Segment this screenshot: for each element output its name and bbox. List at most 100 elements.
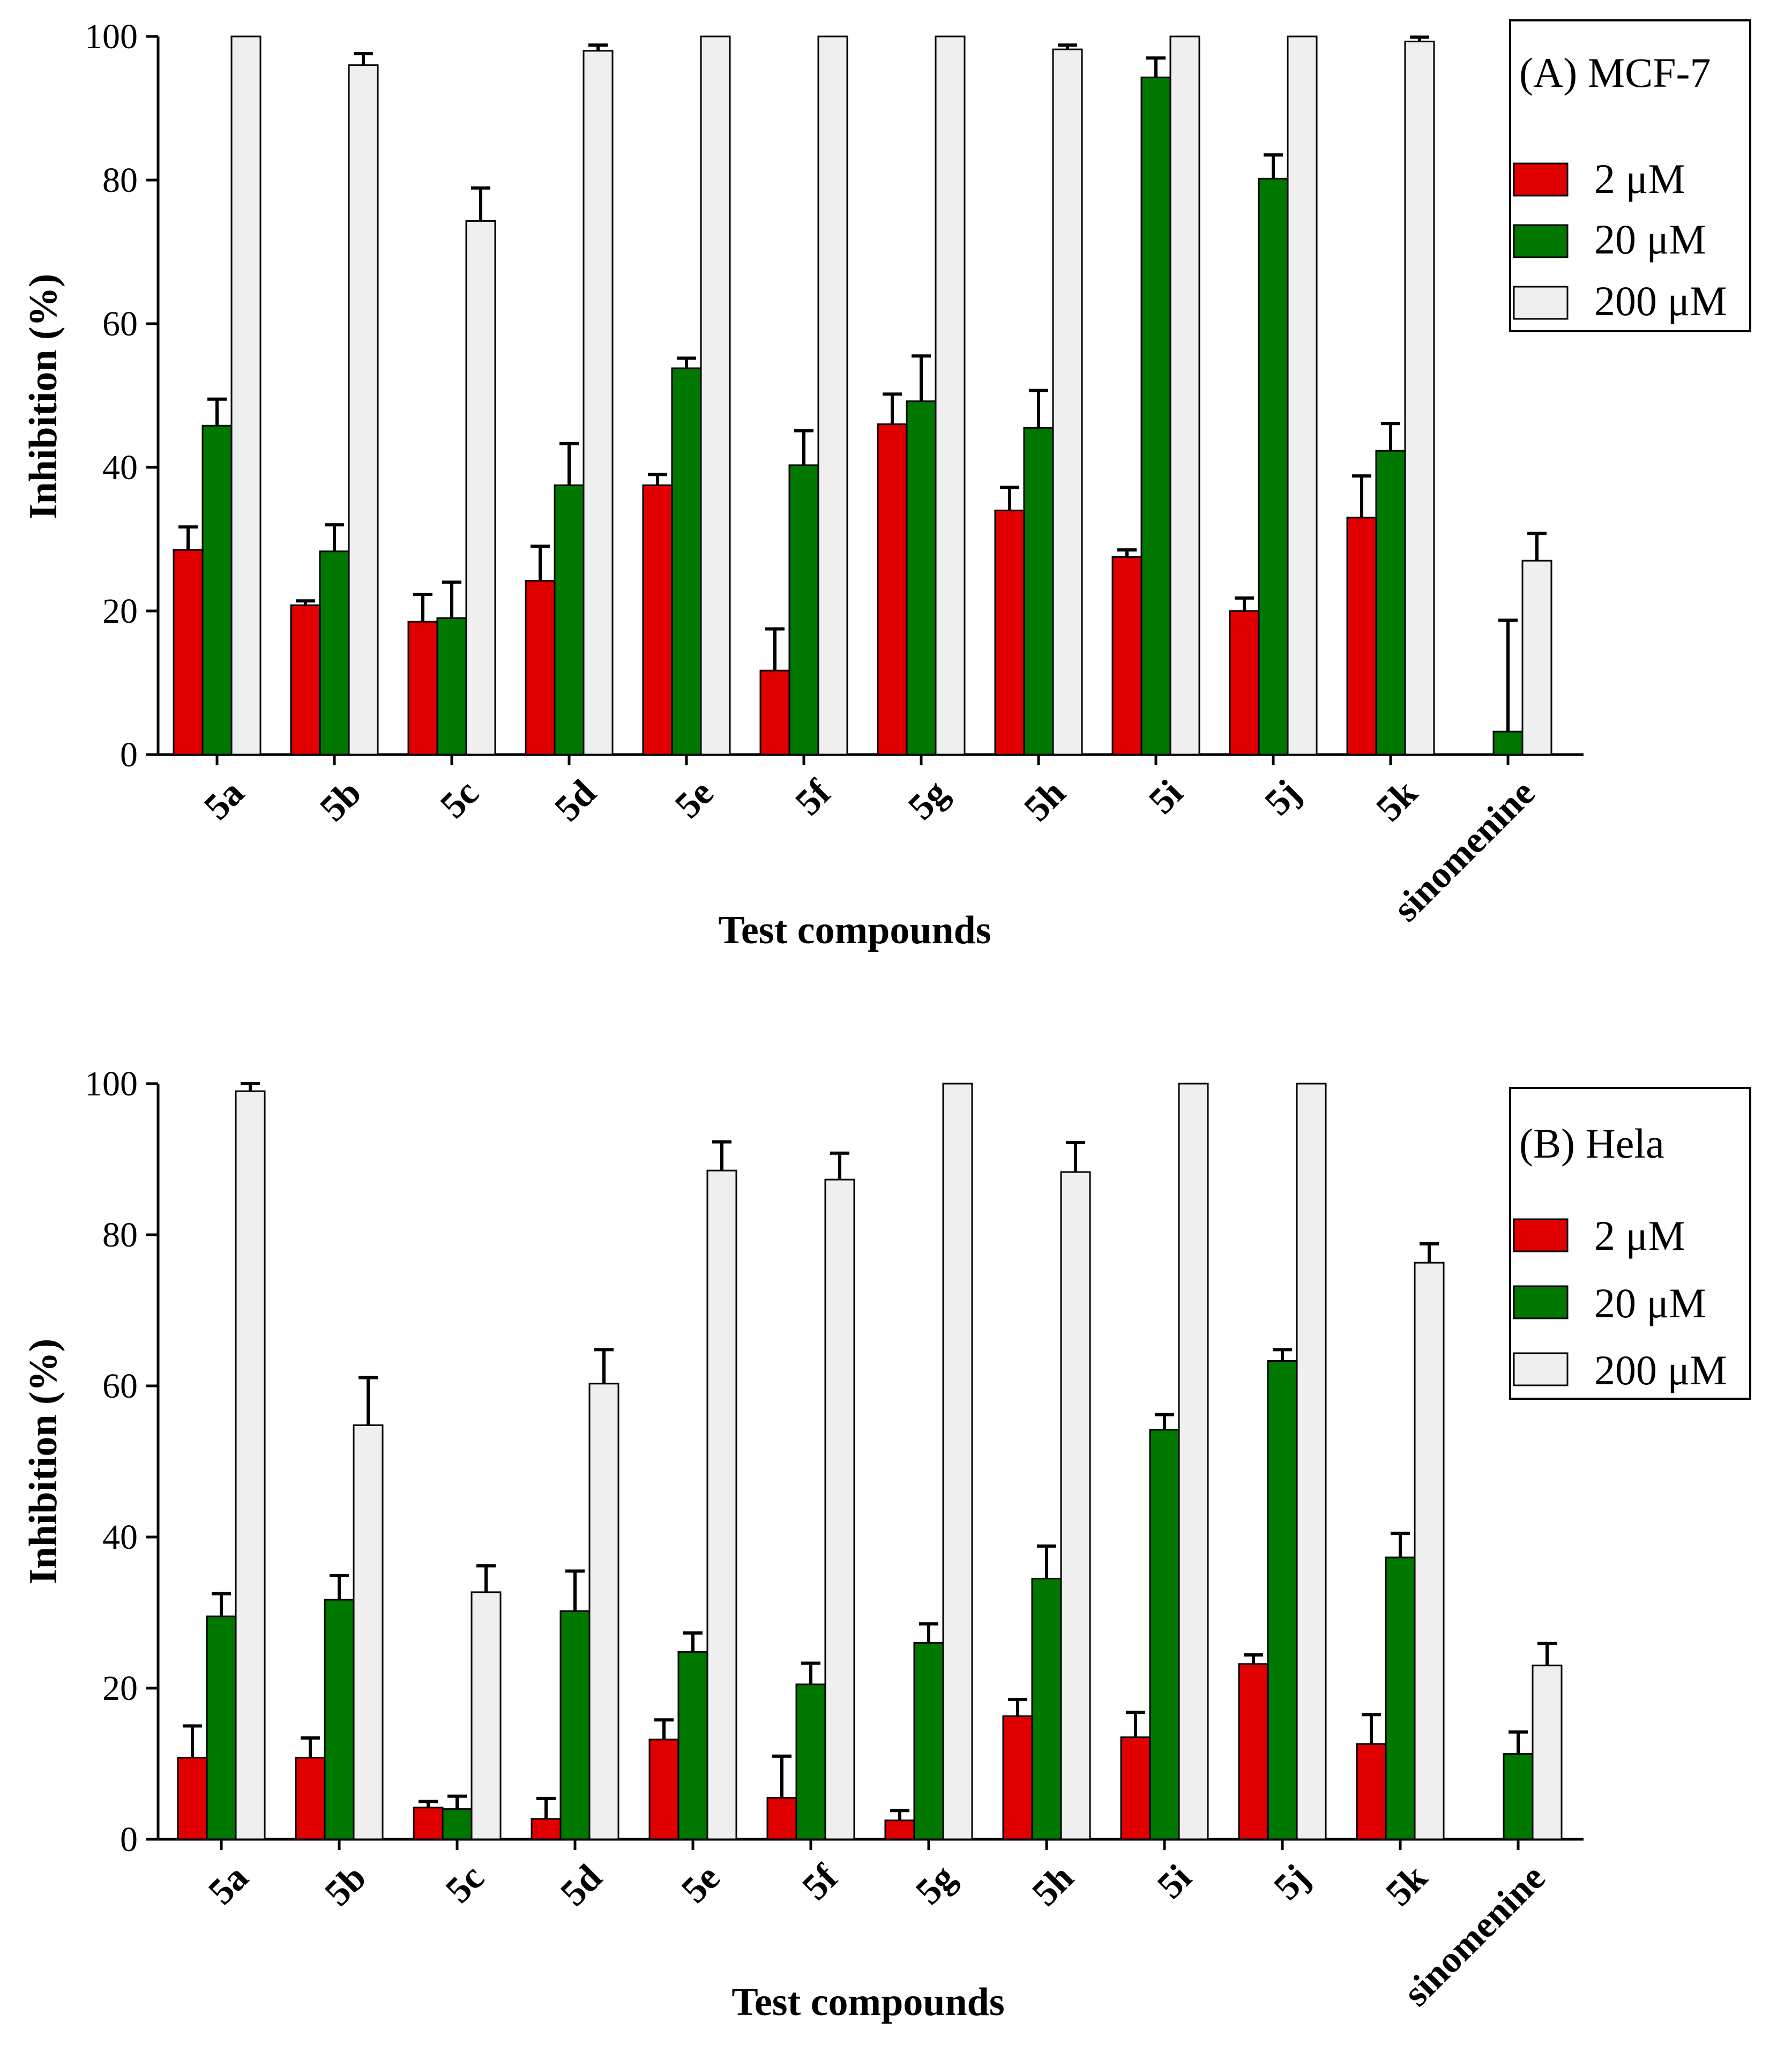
error-bar-5j-series-1	[1264, 153, 1283, 179]
error-bar-5d-series-2	[588, 43, 608, 51]
bar-5k-series-2	[1414, 1262, 1445, 1840]
error-bar-5d-series-1	[565, 1569, 585, 1612]
error-bar-5f-series-1	[794, 429, 813, 465]
legend-swatch-20um	[1513, 224, 1569, 258]
y-tick-label: 40	[102, 448, 138, 487]
y-tick-label: 0	[120, 1820, 138, 1859]
legend-label-20um: 20 μM	[1594, 1280, 1706, 1326]
error-bar-5b-series-2	[359, 1376, 378, 1426]
error-bar-5j-series-1	[1273, 1348, 1292, 1361]
bar-5k-series-2	[1404, 40, 1435, 756]
category-label-5e: 5e	[667, 772, 721, 826]
legend-label-200um: 200 μM	[1594, 1347, 1727, 1393]
bar-5j-series-2	[1296, 1083, 1327, 1840]
bar-5c-series-0	[413, 1807, 444, 1840]
bar-5c-series-1	[436, 617, 467, 756]
bar-sinomenine-series-2	[1521, 559, 1552, 756]
y-tick-label: 100	[85, 17, 138, 56]
error-bar-5g-series-1	[919, 1622, 938, 1643]
error-bar-5b-series-1	[330, 1573, 349, 1600]
bar-5h-series-2	[1060, 1171, 1091, 1840]
bar-5a-series-1	[206, 1615, 237, 1840]
category-label-5a: 5a	[200, 1857, 256, 1913]
category-label-5i: 5i	[1141, 772, 1191, 822]
legend-label-2um: 2 μM	[1594, 1212, 1685, 1259]
error-bar-5c-series-1	[447, 1794, 467, 1809]
x-axis-title: Test compounds	[731, 1980, 1004, 2024]
bar-5g-series-0	[884, 1819, 915, 1840]
legend-title: (A) MCF-7	[1519, 49, 1711, 96]
bar-5b-series-1	[319, 550, 350, 756]
y-axis-title: Inhibition (%)	[21, 1339, 65, 1585]
bar-5g-series-0	[877, 423, 908, 756]
bar-5f-series-1	[788, 464, 819, 756]
legend-swatch-200um	[1513, 1352, 1569, 1386]
legend-label-20um: 20 μM	[1594, 216, 1706, 263]
error-bar-5i-series-0	[1126, 1711, 1145, 1737]
legend-label-200um: 200 μM	[1594, 278, 1727, 324]
error-bar-5b-series-2	[354, 52, 373, 65]
bar-5a-series-2	[235, 1090, 266, 1840]
y-tick-label: 20	[102, 1669, 138, 1708]
error-bar-sinomenine-series-1	[1509, 1730, 1528, 1754]
category-label-5g: 5g	[908, 1857, 964, 1913]
error-bar-5i-series-0	[1117, 548, 1137, 557]
category-label-5e: 5e	[674, 1857, 728, 1911]
category-label-5j: 5j	[1266, 1857, 1318, 1908]
bar-5i-series-0	[1111, 556, 1143, 756]
error-bar-5h-series-0	[1008, 1698, 1027, 1717]
bar-5c-series-1	[442, 1808, 473, 1840]
bar-5d-series-1	[559, 1610, 591, 1840]
error-bar-5i-series-1	[1146, 56, 1166, 78]
bar-5h-series-1	[1031, 1578, 1062, 1840]
bar-5g-series-2	[942, 1083, 973, 1840]
bar-5i-series-1	[1149, 1429, 1180, 1840]
y-tick-label: 100	[85, 1064, 138, 1103]
legend-swatch-20um	[1513, 1285, 1569, 1319]
error-bar-5g-series-1	[912, 354, 931, 401]
bar-sinomenine-series-1	[1492, 730, 1524, 756]
bar-5e-series-0	[642, 484, 673, 756]
bar-5g-series-1	[906, 400, 937, 756]
error-bar-5k-series-1	[1391, 1531, 1410, 1558]
error-bar-5k-series-0	[1362, 1713, 1381, 1744]
error-bar-5e-series-0	[654, 1718, 674, 1740]
error-bar-5e-series-1	[683, 1631, 703, 1652]
bar-5e-series-2	[706, 1169, 737, 1840]
bar-5b-series-1	[324, 1599, 355, 1840]
bar-5k-series-0	[1346, 517, 1377, 756]
y-tick-label: 80	[102, 1215, 138, 1255]
legend: (A) MCF-7 2 μM 20 μM 200 μM	[1509, 19, 1751, 332]
category-label-5f: 5f	[795, 1856, 846, 1908]
bar-5b-series-0	[290, 604, 321, 756]
bar-5g-series-2	[935, 35, 966, 756]
category-label-5b: 5b	[317, 1857, 375, 1914]
bar-5h-series-0	[994, 509, 1025, 756]
legend-swatch-2um	[1513, 162, 1569, 197]
error-bar-5b-series-0	[301, 1736, 320, 1758]
error-bar-5h-series-2	[1058, 43, 1077, 50]
error-bar-5a-series-1	[207, 397, 227, 426]
bar-5f-series-1	[795, 1683, 826, 1840]
category-label-5c: 5c	[438, 1857, 492, 1911]
bar-5k-series-0	[1356, 1743, 1387, 1840]
bar-sinomenine-series-2	[1532, 1665, 1563, 1840]
category-label-5d: 5d	[553, 1857, 610, 1914]
error-bar-5g-series-0	[890, 1809, 909, 1821]
bar-5j-series-0	[1238, 1663, 1269, 1840]
bar-5a-series-1	[201, 424, 233, 756]
error-bar-5a-series-0	[183, 1724, 202, 1758]
bar-5h-series-2	[1052, 48, 1083, 756]
error-bar-5k-series-1	[1381, 422, 1400, 451]
y-tick-label: 80	[102, 161, 138, 200]
category-label-5h: 5h	[1017, 772, 1074, 830]
bar-5h-series-1	[1023, 427, 1054, 756]
y-tick-label: 60	[102, 304, 138, 344]
error-bar-5g-series-0	[883, 392, 902, 424]
error-bar-sinomenine-series-1	[1498, 618, 1518, 732]
y-tick-label: 60	[102, 1367, 138, 1406]
category-label-5c: 5c	[432, 772, 487, 826]
